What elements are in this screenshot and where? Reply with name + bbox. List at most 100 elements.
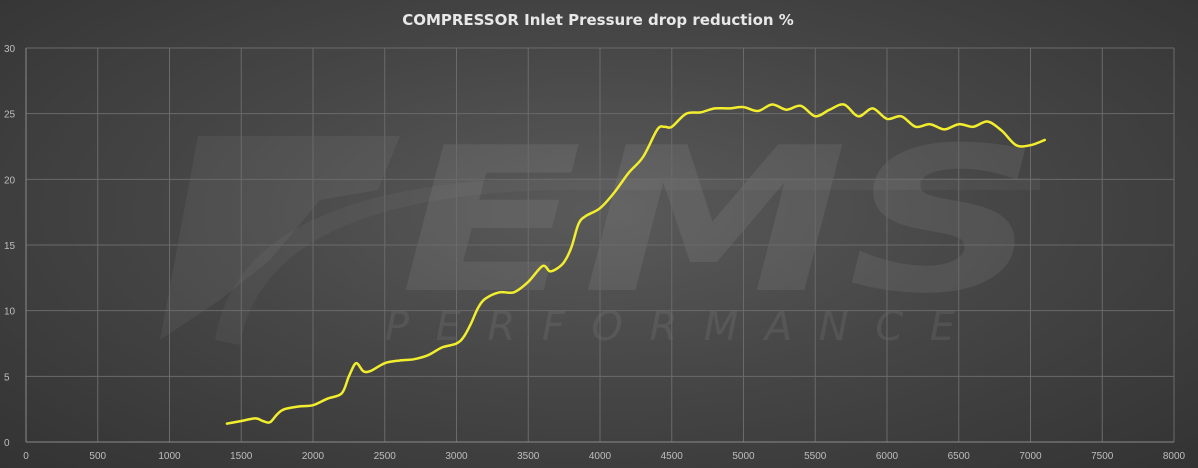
chart-title: COMPRESSOR Inlet Pressure drop reduction… [402, 11, 794, 29]
grid-lines [26, 47, 1175, 442]
y-tick-label: 15 [4, 241, 16, 252]
data-point [427, 354, 429, 356]
data-point [900, 115, 902, 117]
data-point [549, 270, 551, 272]
y-tick-label: 25 [4, 110, 16, 121]
data-point [570, 247, 572, 249]
data-point [398, 360, 400, 362]
data-point [513, 291, 515, 293]
x-tick-label: 6500 [948, 451, 971, 462]
data-point [240, 420, 242, 422]
data-point [456, 343, 458, 345]
data-point [757, 110, 759, 112]
data-point [556, 268, 558, 270]
data-point [484, 298, 486, 300]
data-point [1044, 139, 1046, 141]
data-point [1030, 144, 1032, 146]
data-point [412, 358, 414, 360]
data-point [800, 105, 802, 107]
x-tick-label: 3500 [517, 451, 540, 462]
data-point [943, 128, 945, 130]
watermark-logo: EMS PERFORMANCE [160, 105, 1040, 350]
data-point [477, 307, 479, 309]
data-point [269, 421, 271, 423]
x-tick-label: 4500 [661, 451, 684, 462]
data-point [355, 362, 357, 364]
data-point [972, 126, 974, 128]
data-point [743, 106, 745, 108]
data-point [656, 128, 658, 130]
data-point [527, 281, 529, 283]
watermark-stripe-shape [160, 136, 400, 340]
data-point [685, 113, 687, 115]
data-point [886, 118, 888, 120]
data-point [463, 336, 465, 338]
data-point [599, 207, 601, 209]
data-point [728, 107, 730, 109]
data-point [872, 107, 874, 109]
data-point [664, 126, 666, 128]
x-tick-label: 3000 [445, 451, 468, 462]
data-point [577, 223, 579, 225]
x-tick-label: 5500 [804, 451, 827, 462]
data-point [829, 109, 831, 111]
data-point [699, 111, 701, 113]
data-point [298, 406, 300, 408]
data-point [312, 404, 314, 406]
data-point [369, 370, 371, 372]
data-point [613, 191, 615, 193]
data-point [642, 156, 644, 158]
watermark-subtitle: PERFORMANCE [385, 304, 985, 350]
data-point [1001, 130, 1003, 132]
y-tick-label: 30 [4, 44, 16, 55]
data-point [362, 370, 364, 372]
data-point [283, 408, 285, 410]
x-tick-label: 6000 [876, 451, 899, 462]
x-tick-label: 7000 [1019, 451, 1042, 462]
data-point [786, 109, 788, 111]
watermark-logo-text: EMS [400, 105, 1040, 338]
data-point [771, 103, 773, 105]
x-tick-label: 1000 [158, 451, 181, 462]
data-point [348, 375, 350, 377]
data-point [542, 265, 544, 267]
x-axis-tick-labels: 0 500 1000 1500 2000 2500 3000 3500 4000 4500 5000… [23, 451, 1185, 462]
data-point [958, 123, 960, 125]
data-point [262, 420, 264, 422]
data-point [1015, 144, 1017, 146]
data-point [671, 126, 673, 128]
data-point [326, 398, 328, 400]
y-tick-label: 10 [4, 307, 16, 318]
x-tick-label: 1500 [230, 451, 253, 462]
y-tick-label: 20 [4, 175, 16, 186]
data-point [563, 261, 565, 263]
data-point [470, 323, 472, 325]
data-point [857, 115, 859, 117]
data-point [226, 423, 228, 425]
data-point [255, 417, 257, 419]
x-tick-label: 2500 [374, 451, 397, 462]
y-tick-label: 0 [4, 438, 10, 449]
x-tick-label: 5000 [732, 451, 755, 462]
data-point [441, 346, 443, 348]
data-point [929, 123, 931, 125]
data-point [628, 172, 630, 174]
data-point [714, 107, 716, 109]
x-tick-label: 500 [89, 451, 106, 462]
data-point [814, 115, 816, 117]
series-line [225, 103, 1047, 425]
data-point [986, 121, 988, 123]
axes [25, 48, 1174, 443]
data-point [915, 126, 917, 128]
x-tick-label: 8000 [1163, 451, 1186, 462]
data-point [341, 392, 343, 394]
x-tick-label: 4000 [589, 451, 612, 462]
data-point [585, 215, 587, 217]
y-tick-label: 5 [4, 372, 10, 383]
data-point [384, 362, 386, 364]
y-axis-tick-labels: 0 5 10 15 20 25 30 [4, 44, 16, 449]
x-tick-label: 2000 [302, 451, 325, 462]
data-point [499, 291, 501, 293]
x-tick-label: 7500 [1091, 451, 1114, 462]
